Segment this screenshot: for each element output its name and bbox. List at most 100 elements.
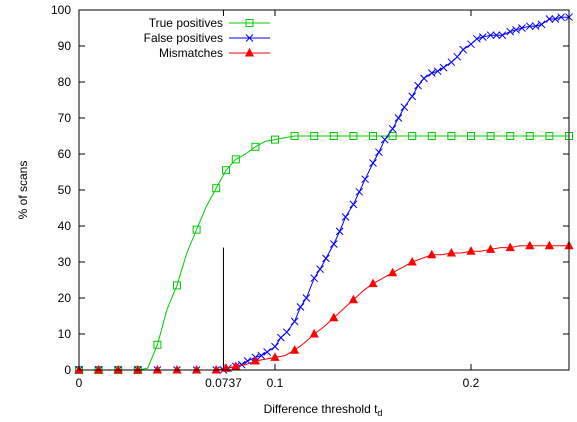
x-tick-label: 0.2 <box>463 376 480 390</box>
x-axis-title: Difference threshold td <box>264 402 383 418</box>
data-point-mismatches <box>505 242 515 252</box>
data-point-false-positives <box>296 303 305 311</box>
data-point-true-positives <box>427 132 436 140</box>
legend-label-true-positives: True positives <box>149 16 223 30</box>
data-point-mismatches <box>289 345 300 354</box>
data-point-false-positives <box>341 213 350 221</box>
data-point-false-positives <box>322 254 330 263</box>
data-point-mismatches <box>427 249 437 259</box>
data-point-true-positives <box>271 135 279 144</box>
data-point-true-positives <box>212 184 221 193</box>
series-layer <box>74 13 574 374</box>
data-point-false-positives <box>237 360 246 369</box>
data-point-true-positives <box>192 225 201 234</box>
legend-entry-mismatches: Mismatches <box>159 46 270 60</box>
data-point-mismatches <box>231 361 241 370</box>
x-tick-label: 0 <box>76 376 83 390</box>
data-point-false-positives <box>316 265 324 274</box>
y-tick-label: 10 <box>58 327 72 341</box>
data-point-mismatches <box>466 246 476 255</box>
data-point-false-positives <box>263 348 272 356</box>
x-axis-title-main: Difference threshold t <box>264 402 379 416</box>
y-tick-label: 20 <box>58 291 72 305</box>
tick-layer: 0 10 20 30 40 50 60 70 80 90 100 0 0.0737 0.1 0.2 <box>51 3 569 390</box>
y-tick-label: 70 <box>58 111 72 125</box>
data-point-true-positives <box>447 132 456 140</box>
data-point-true-positives <box>545 132 554 140</box>
data-point-false-positives <box>414 81 422 90</box>
legend-marker-mismatches <box>244 47 255 57</box>
y-tick-label: 40 <box>58 219 72 233</box>
data-point-true-positives <box>310 132 319 140</box>
data-point-false-positives <box>361 175 370 184</box>
data-point-mismatches <box>309 328 319 338</box>
data-point-mismatches <box>525 240 535 250</box>
y-tick-label: 60 <box>58 147 72 161</box>
data-point-false-positives <box>439 63 448 72</box>
series-false-positives <box>75 13 573 374</box>
legend-entry-false-positives: False positives <box>144 31 270 45</box>
data-point-false-positives <box>551 15 560 23</box>
data-point-true-positives <box>349 132 358 140</box>
data-point-false-positives <box>459 45 468 54</box>
data-point-true-positives <box>525 132 534 140</box>
y-tick-label: 100 <box>51 3 71 17</box>
y-tick-label: 0 <box>64 363 71 377</box>
data-point-false-positives <box>427 69 436 77</box>
data-point-false-positives <box>349 200 358 209</box>
series-line-mismatches <box>79 245 569 371</box>
data-point-false-positives <box>388 124 397 133</box>
y-tick-label: 50 <box>58 183 72 197</box>
data-point-false-positives <box>310 274 319 283</box>
plot-frame <box>78 9 570 371</box>
data-point-false-positives <box>394 114 403 122</box>
data-point-true-positives <box>290 132 299 140</box>
data-point-false-positives <box>453 52 462 61</box>
data-point-mismatches <box>485 244 496 253</box>
data-point-false-positives <box>486 31 495 40</box>
data-point-false-positives <box>329 240 338 248</box>
legend-label-mismatches: Mismatches <box>159 46 223 60</box>
legend: True positives False positives Mismatche… <box>144 16 270 60</box>
data-point-false-positives <box>478 33 487 41</box>
data-point-false-positives <box>512 25 520 34</box>
data-point-false-positives <box>545 15 554 23</box>
data-point-false-positives <box>492 31 501 40</box>
legend-label-false-positives: False positives <box>144 31 223 45</box>
data-point-false-positives <box>473 34 481 43</box>
data-point-true-positives <box>408 132 417 140</box>
y-tick-label: 30 <box>58 255 72 269</box>
data-point-mismatches <box>250 355 261 365</box>
data-point-true-positives <box>388 132 397 140</box>
data-point-false-positives <box>302 294 311 302</box>
data-point-mismatches <box>368 278 378 288</box>
data-point-false-positives <box>271 342 279 351</box>
legend-swatch-false-positives <box>229 34 270 42</box>
x-tick-label: 0.1 <box>267 376 284 390</box>
data-point-false-positives <box>518 24 526 32</box>
data-point-false-positives <box>498 31 507 40</box>
data-point-mismatches <box>544 240 555 250</box>
data-point-false-positives <box>282 328 291 337</box>
series-line-true-positives <box>79 135 569 371</box>
y-axis-title: % of scans <box>16 161 30 220</box>
legend-entry-true-positives: True positives <box>149 16 270 30</box>
data-point-true-positives <box>251 142 260 151</box>
data-point-false-positives <box>531 22 540 31</box>
x-tick-label: 0.0737 <box>205 376 242 390</box>
data-point-false-positives <box>400 103 409 112</box>
data-point-mismatches <box>270 352 280 361</box>
y-tick-label: 90 <box>58 39 72 53</box>
data-point-true-positives <box>153 340 162 349</box>
data-point-false-positives <box>335 227 344 236</box>
series-true-positives <box>75 132 573 374</box>
data-point-mismatches <box>329 312 339 322</box>
legend-swatch-mismatches <box>229 47 270 57</box>
data-point-true-positives <box>173 281 181 290</box>
series-line-false-positives <box>79 16 569 371</box>
data-point-false-positives <box>537 20 546 29</box>
data-point-false-positives <box>369 159 377 167</box>
data-point-false-positives <box>420 74 428 83</box>
data-point-false-positives <box>290 317 299 326</box>
